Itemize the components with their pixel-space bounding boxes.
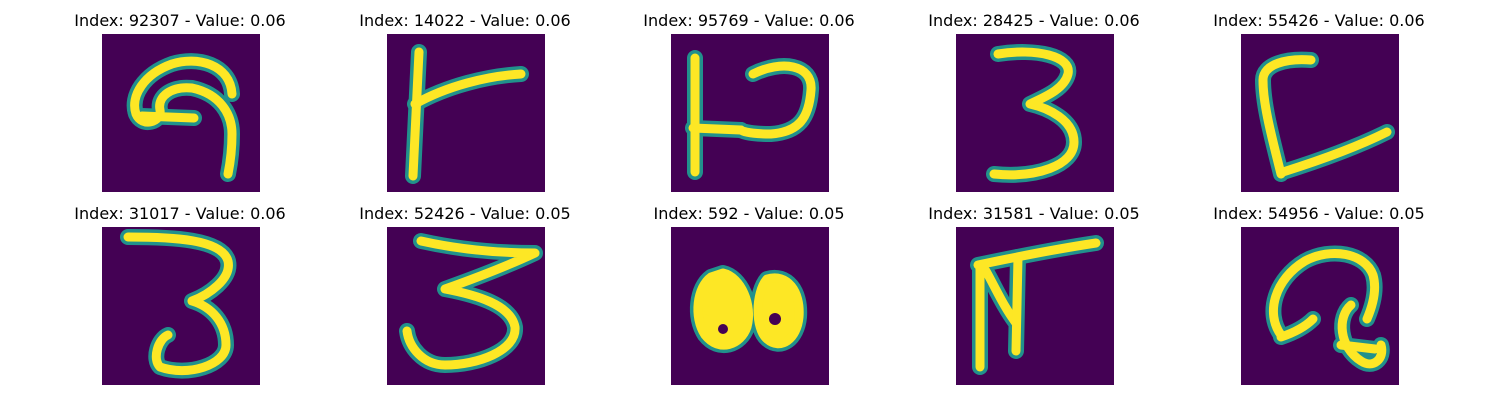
- glyph-stroke: [753, 273, 804, 349]
- digit-image: [1241, 34, 1399, 192]
- image-panel: Index: 28425 - Value: 0.06: [884, 12, 1184, 202]
- glyph-stroke: [736, 61, 816, 139]
- panel-title: Index: 592 - Value: 0.05: [653, 204, 845, 223]
- glyph-hole: [718, 324, 728, 334]
- digit-glyph: [689, 265, 808, 353]
- panel-title: Index: 31581 - Value: 0.05: [928, 204, 1140, 223]
- image-panel: Index: 92307 - Value: 0.06: [30, 12, 330, 202]
- glyph-edge: [120, 229, 237, 379]
- digit-glyph: [405, 44, 529, 184]
- glyph-stroke: [137, 111, 199, 123]
- glyph-hole: [769, 313, 781, 325]
- panel-title: Index: 55426 - Value: 0.06: [1213, 11, 1425, 30]
- image-panel: Index: 31017 - Value: 0.06: [30, 205, 330, 395]
- image-panel: Index: 52426 - Value: 0.05: [315, 205, 615, 395]
- glyph-stroke: [973, 238, 1101, 270]
- panel-title: Index: 52426 - Value: 0.05: [359, 204, 571, 223]
- image-panel: Index: 55426 - Value: 0.06: [1169, 12, 1469, 202]
- glyph-stroke: [1336, 340, 1380, 354]
- digit-glyph: [399, 233, 543, 373]
- digit-glyph: [1265, 245, 1390, 372]
- glyph-stroke: [1276, 314, 1318, 342]
- glyph-stroke: [402, 236, 540, 370]
- glyph-stroke: [688, 123, 746, 135]
- glyph-stroke: [410, 69, 526, 109]
- digit-image: [102, 34, 260, 192]
- panel-title: Index: 54956 - Value: 0.05: [1213, 204, 1425, 223]
- panel-title: Index: 28425 - Value: 0.06: [928, 11, 1140, 30]
- glyph-stroke: [1011, 252, 1023, 356]
- image-panel: Index: 54956 - Value: 0.05: [1169, 205, 1469, 395]
- glyph-stroke: [408, 47, 424, 181]
- digit-image: [102, 227, 260, 385]
- glyph-stroke: [989, 47, 1079, 180]
- image-panel: Index: 14022 - Value: 0.06: [315, 12, 615, 202]
- digit-glyph: [685, 50, 819, 180]
- digit-glyph: [126, 53, 240, 182]
- glyph-stroke: [1268, 249, 1380, 340]
- digit-glyph: [1255, 51, 1395, 182]
- glyph-stroke: [1278, 127, 1392, 177]
- digit-image: [387, 227, 545, 385]
- digit-image: [1241, 227, 1399, 385]
- image-panel: Index: 592 - Value: 0.05: [599, 205, 899, 395]
- panel-title: Index: 31017 - Value: 0.06: [74, 204, 286, 223]
- digit-image: [387, 34, 545, 192]
- glyph-stroke: [123, 232, 233, 375]
- digit-glyph: [986, 44, 1082, 183]
- glyph-edge: [1265, 245, 1383, 343]
- digit-glyph: [120, 229, 237, 379]
- glyph-stroke: [1258, 55, 1316, 179]
- panel-title: Index: 95769 - Value: 0.06: [643, 11, 855, 30]
- digit-image: [671, 227, 829, 385]
- digit-image: [671, 34, 829, 192]
- glyph-stroke: [130, 56, 237, 179]
- digit-image: [956, 34, 1114, 192]
- panel-title: Index: 14022 - Value: 0.06: [359, 11, 571, 30]
- panel-title: Index: 92307 - Value: 0.06: [74, 11, 286, 30]
- image-panel: Index: 95769 - Value: 0.06: [599, 12, 899, 202]
- glyph-stroke: [1337, 300, 1387, 369]
- image-panel: Index: 31581 - Value: 0.05: [884, 205, 1184, 395]
- digit-image: [956, 227, 1114, 385]
- digit-glyph: [970, 235, 1104, 375]
